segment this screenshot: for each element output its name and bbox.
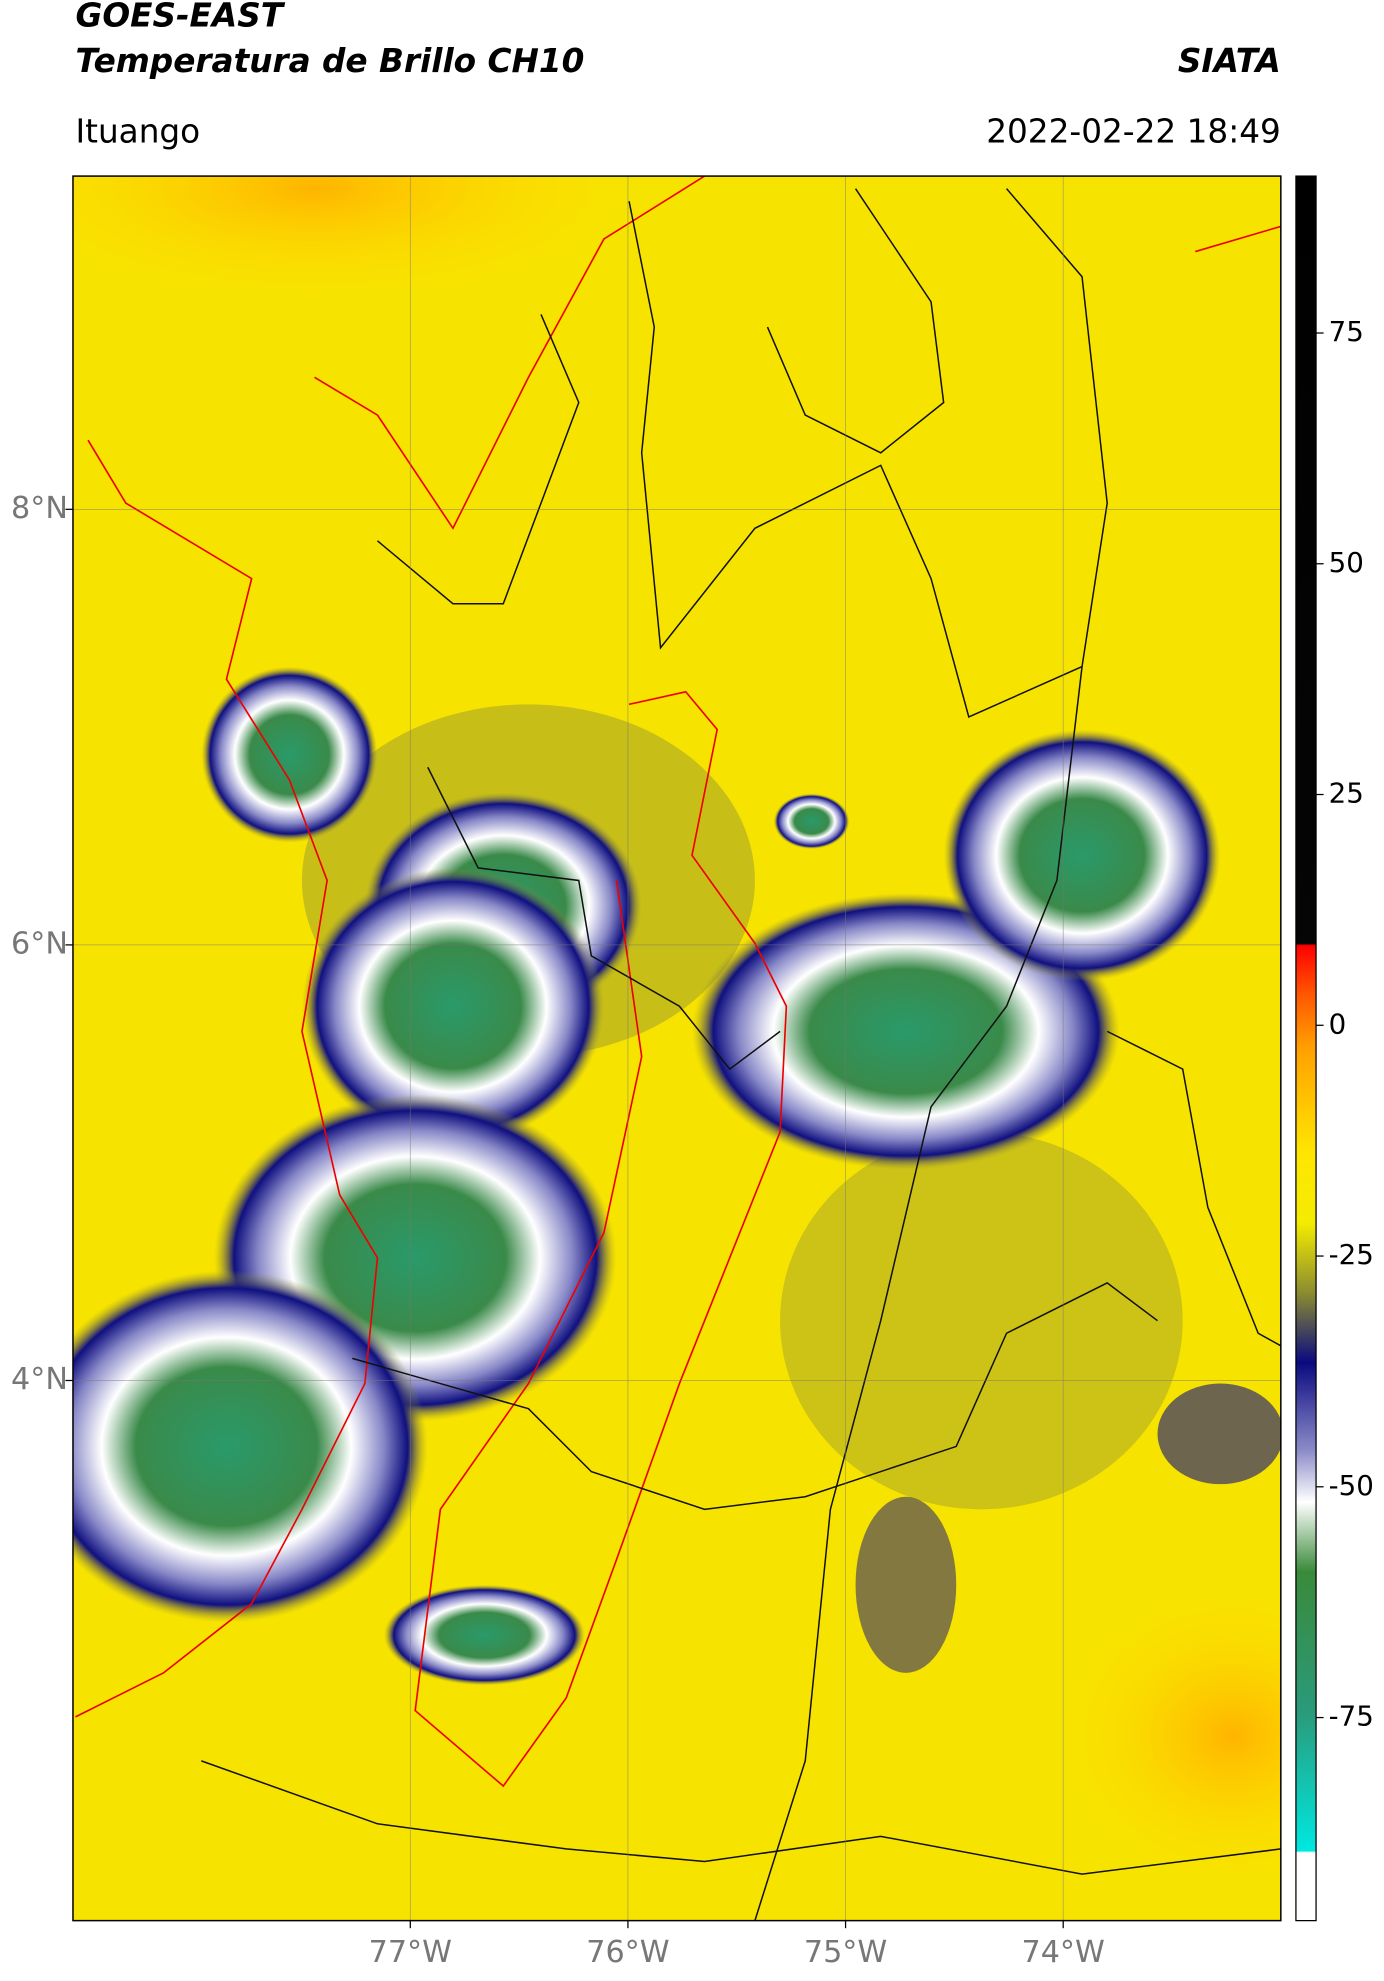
colorbar-tick-label: 50 bbox=[1329, 546, 1364, 579]
y-tick-label: 4°N bbox=[11, 1362, 68, 1397]
org: SIATA bbox=[1178, 42, 1281, 80]
x-tick-label: 77°W bbox=[369, 1935, 452, 1970]
map-frame bbox=[72, 175, 1282, 1922]
y-tick-label: 6°N bbox=[11, 926, 68, 961]
subtitle: Temperatura de Brillo CH10 bbox=[75, 42, 584, 80]
title: GOES-EAST bbox=[75, 0, 285, 35]
colorbar-tick-label: 0 bbox=[1329, 1007, 1347, 1040]
location: Ituango bbox=[75, 112, 200, 150]
colorbar-tick-label: -75 bbox=[1329, 1700, 1374, 1733]
colorbar-tick-label: -50 bbox=[1329, 1469, 1374, 1502]
datetime: 2022-02-22 18:49 bbox=[986, 112, 1281, 150]
x-tick-label: 74°W bbox=[1022, 1935, 1105, 1970]
x-tick-label: 75°W bbox=[804, 1935, 887, 1970]
colorbar-tick-label: -25 bbox=[1329, 1238, 1374, 1271]
graticule bbox=[72, 176, 1281, 1921]
y-tick-label: 8°N bbox=[11, 491, 68, 526]
map-field bbox=[72, 176, 1281, 1921]
colorbar-tick-label: 75 bbox=[1329, 315, 1364, 348]
colorbar-tick-label: 25 bbox=[1329, 777, 1364, 810]
colorbar bbox=[1295, 175, 1317, 1922]
x-tick-label: 76°W bbox=[586, 1935, 669, 1970]
